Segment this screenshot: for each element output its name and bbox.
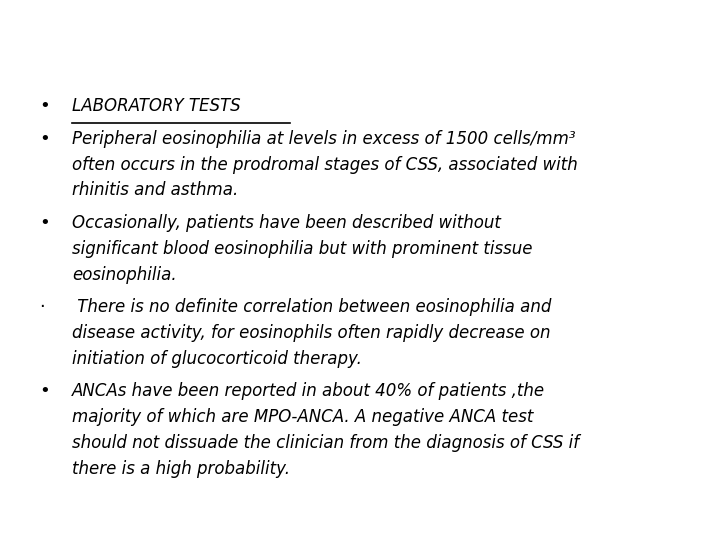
Text: ·: · [40,298,45,316]
Text: LABORATORY TESTS: LABORATORY TESTS [72,97,240,115]
Text: significant blood eosinophilia but with prominent tissue: significant blood eosinophilia but with … [72,240,533,258]
Text: often occurs in the prodromal stages of CSS, associated with: often occurs in the prodromal stages of … [72,156,577,173]
Text: should not dissuade the clinician from the diagnosis of CSS if: should not dissuade the clinician from t… [72,434,579,452]
Text: Occasionally, patients have been described without: Occasionally, patients have been describ… [72,214,501,232]
Text: •: • [40,97,50,115]
Text: disease activity, for eosinophils often rapidly decrease on: disease activity, for eosinophils often … [72,324,551,342]
Text: ANCAs have been reported in about 40% of patients ,the: ANCAs have been reported in about 40% of… [72,382,545,400]
Text: There is no definite correlation between eosinophilia and: There is no definite correlation between… [72,298,552,316]
Text: •: • [40,214,50,232]
Text: Peripheral eosinophilia at levels in excess of 1500 cells/mm³: Peripheral eosinophilia at levels in exc… [72,130,575,147]
Text: eosinophilia.: eosinophilia. [72,266,176,284]
Text: there is a high probability.: there is a high probability. [72,460,290,478]
Text: initiation of glucocorticoid therapy.: initiation of glucocorticoid therapy. [72,350,362,368]
Text: •: • [40,382,50,400]
Text: •: • [40,130,50,147]
Text: majority of which are MPO-ANCA. A negative ANCA test: majority of which are MPO-ANCA. A negati… [72,408,534,426]
Text: rhinitis and asthma.: rhinitis and asthma. [72,181,238,199]
